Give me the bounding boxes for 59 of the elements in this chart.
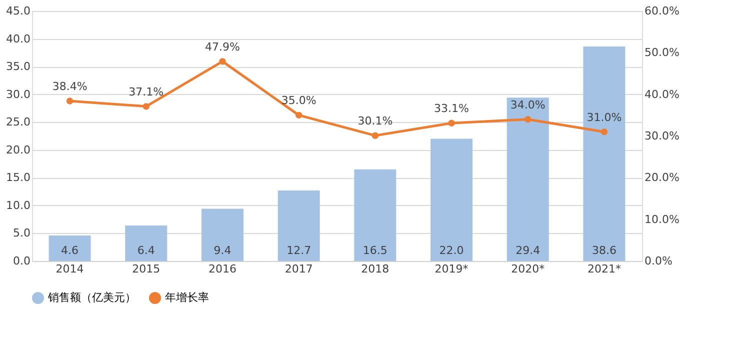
data-label: 22.0 (439, 244, 464, 257)
data-label: 34.0% (510, 98, 546, 112)
legend-label: 销售额（亿美元） (47, 291, 136, 304)
point (524, 116, 532, 123)
legend-label: 年增长率 (165, 291, 209, 304)
point (448, 120, 455, 126)
x-tick-label: 2015 (132, 262, 160, 276)
x-tick-label: 2018 (361, 262, 390, 276)
x-tick-label: 2014 (56, 262, 84, 276)
data-label: 6.4 (137, 244, 155, 257)
y2-tick-label: 40.0% (644, 88, 680, 101)
y2-tick-label: 10.0% (644, 212, 680, 226)
data-label: 38.6 (592, 244, 616, 257)
bar (201, 208, 244, 261)
data-label: 35.0% (281, 94, 316, 108)
data-label: 4.6 (61, 244, 79, 257)
y-tick-label: 35.0 (6, 60, 30, 74)
x-tick-label: 2016 (208, 262, 236, 276)
y2-tick-label: 60.0% (644, 4, 680, 18)
bar (278, 190, 320, 261)
y-tick-label: 15.0 (6, 171, 30, 184)
data-label: 38.4% (52, 80, 88, 93)
bar (583, 46, 626, 261)
y-tick-label: 40.0 (6, 32, 30, 46)
x-tick-label: 2017 (284, 262, 313, 276)
x-tick-label: 2019* (434, 262, 469, 276)
bar (125, 225, 168, 261)
point (295, 112, 302, 119)
y-tick-label: 0.0 (13, 254, 30, 268)
data-label: 16.5 (362, 244, 388, 257)
x-tick-label: 2020* (511, 262, 546, 276)
y2-tick-label: 20.0% (644, 171, 680, 184)
y-tick-label: 25.0 (6, 116, 30, 129)
bar (354, 169, 396, 261)
y-tick-label: 10.0 (6, 198, 30, 212)
data-label: 30.1% (358, 114, 393, 128)
x-tick-label: 2021* (587, 262, 622, 276)
point (219, 58, 226, 65)
point (372, 132, 379, 139)
data-label: 29.4 (516, 244, 540, 257)
data-label: 31.0% (586, 110, 622, 124)
point (66, 98, 74, 104)
data-label: 12.7 (286, 244, 312, 257)
y-tick-label: 5.0 (13, 226, 30, 240)
data-label: 47.9% (205, 40, 240, 54)
point (142, 103, 150, 110)
y2-tick-label: 30.0% (644, 130, 680, 142)
point (600, 128, 608, 136)
y-tick-label: 30.0 (6, 88, 30, 101)
bar (48, 235, 91, 261)
data-label: 37.1% (128, 85, 164, 98)
bar (506, 98, 549, 261)
data-label: 33.1% (434, 102, 469, 116)
y-tick-label: 45.0 (6, 4, 30, 18)
y-tick-label: 20.0 (6, 143, 30, 156)
y2-tick-label: 0.0% (644, 254, 672, 268)
data-label: 9.4 (214, 244, 232, 257)
y2-tick-label: 50.0% (644, 46, 680, 60)
bar (430, 138, 473, 261)
